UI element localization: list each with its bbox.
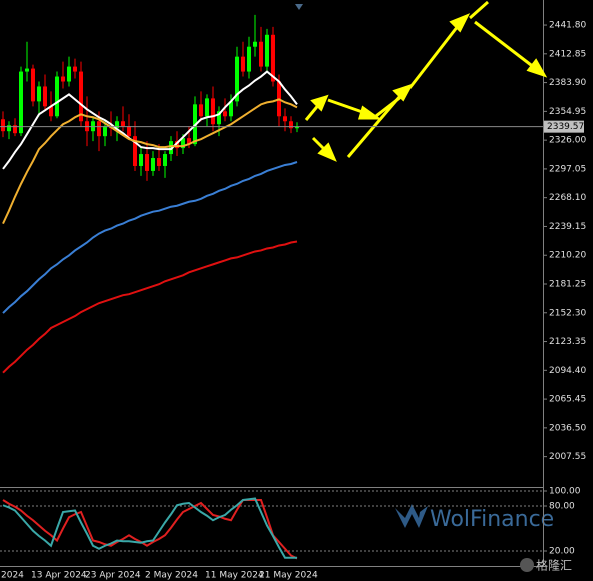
candle-body xyxy=(223,111,227,117)
y-tick-label: 2383.90 xyxy=(549,78,586,88)
y-tick-label: 2181.25 xyxy=(549,280,586,290)
y-tick-label: 100.00 xyxy=(549,487,581,497)
y-tick-label: 2152.30 xyxy=(549,308,586,318)
candle-body xyxy=(31,68,35,102)
logo: 格隆汇 xyxy=(520,558,572,573)
candle-body xyxy=(247,46,251,72)
candle-body xyxy=(79,71,83,122)
line-series xyxy=(2,98,298,225)
candle-body xyxy=(175,141,179,149)
candle-body xyxy=(163,154,167,166)
watermark-logo xyxy=(395,504,428,528)
candle-body xyxy=(139,154,143,166)
candle-body xyxy=(43,86,47,107)
x-tick-label: 11 May 2024 xyxy=(205,571,264,581)
candle-body xyxy=(67,66,71,82)
candle-body xyxy=(211,98,215,125)
shift-marker xyxy=(295,4,303,10)
candle-body xyxy=(157,158,161,166)
watermark: WolFinance xyxy=(395,504,554,532)
y-tick-label: 2268.10 xyxy=(549,193,586,203)
x-tick-label: 21 May 2024 xyxy=(259,571,318,581)
arrow-head xyxy=(357,105,382,120)
y-tick-label: 2297.05 xyxy=(549,164,586,174)
candle-body xyxy=(235,56,239,102)
candle-body xyxy=(181,138,185,149)
candle-body xyxy=(241,56,245,72)
candle-body xyxy=(73,66,77,72)
y-tick-label: 2210.20 xyxy=(549,251,586,261)
candle-body xyxy=(217,111,221,125)
plot-area xyxy=(0,14,543,560)
candle-body xyxy=(229,101,233,117)
arrow-head xyxy=(526,58,548,78)
arrow-head xyxy=(310,94,329,112)
candle-body xyxy=(145,154,149,171)
last-price-label: 2339.57 xyxy=(547,122,584,132)
arrow-head xyxy=(317,142,337,162)
candle-body xyxy=(151,158,155,171)
y-tick-label: 2239.15 xyxy=(549,222,586,232)
candle-body xyxy=(253,41,257,47)
y-tick-label: 2412.85 xyxy=(549,49,586,59)
arrow xyxy=(408,25,460,89)
line-series xyxy=(2,161,298,314)
candle-body xyxy=(265,34,269,67)
arrow xyxy=(375,94,403,118)
candle-body xyxy=(19,71,23,134)
watermark-text: WolFinance xyxy=(430,507,554,532)
x-tick-label: 23 Apr 2024 xyxy=(85,571,141,581)
candle-body xyxy=(7,125,11,132)
candle-body xyxy=(259,41,263,67)
arrow xyxy=(474,20,536,70)
arrow-head xyxy=(449,13,471,33)
candle-body xyxy=(295,126,299,129)
y-tick-label: 2007.55 xyxy=(549,452,586,462)
candle-body xyxy=(187,138,191,145)
candle-body xyxy=(169,141,173,155)
y-tick-label: 2441.80 xyxy=(549,21,586,31)
y-tick-label: 20.00 xyxy=(549,547,575,557)
x-tick-label: 2 May 2024 xyxy=(145,571,198,581)
arrow xyxy=(469,0,489,20)
line-series xyxy=(2,240,298,374)
candle-body xyxy=(55,76,59,117)
y-tick-label: 2094.40 xyxy=(549,366,586,376)
candle-body xyxy=(61,76,65,82)
y-tick-label: 2065.45 xyxy=(549,395,586,405)
candle-body xyxy=(1,119,5,132)
candle-body xyxy=(199,104,203,117)
candle-body xyxy=(133,136,137,166)
y-tick-label: 2354.95 xyxy=(549,107,586,117)
candle-body xyxy=(283,116,287,122)
candle-body xyxy=(103,126,107,137)
logo-icon xyxy=(520,558,534,572)
arrow-head xyxy=(392,83,414,102)
candle-body xyxy=(37,86,41,102)
candle-body xyxy=(289,121,293,129)
candle-body xyxy=(25,68,29,72)
x-tick-label: 13 Apr 2024 xyxy=(31,571,87,581)
logo-text: 格隆汇 xyxy=(536,558,572,573)
forecast-arrows xyxy=(304,0,548,162)
line-series xyxy=(2,70,298,170)
y-tick-label: 2036.50 xyxy=(549,423,586,433)
candle-body xyxy=(49,106,53,117)
y-tick-label: 2326.00 xyxy=(549,136,586,146)
last-price-box xyxy=(544,120,584,133)
x-tick-label: 2024 xyxy=(1,571,24,581)
candle-body xyxy=(127,126,131,137)
y-tick-label: 2123.35 xyxy=(549,337,586,347)
candle-body xyxy=(205,98,209,117)
candle-body xyxy=(97,121,101,137)
candle-body xyxy=(121,121,125,127)
candle-body xyxy=(13,125,17,134)
candle-body xyxy=(115,121,119,129)
candle-body xyxy=(271,34,275,82)
y-tick-label: 80.00 xyxy=(549,502,575,512)
line-series xyxy=(2,497,297,559)
